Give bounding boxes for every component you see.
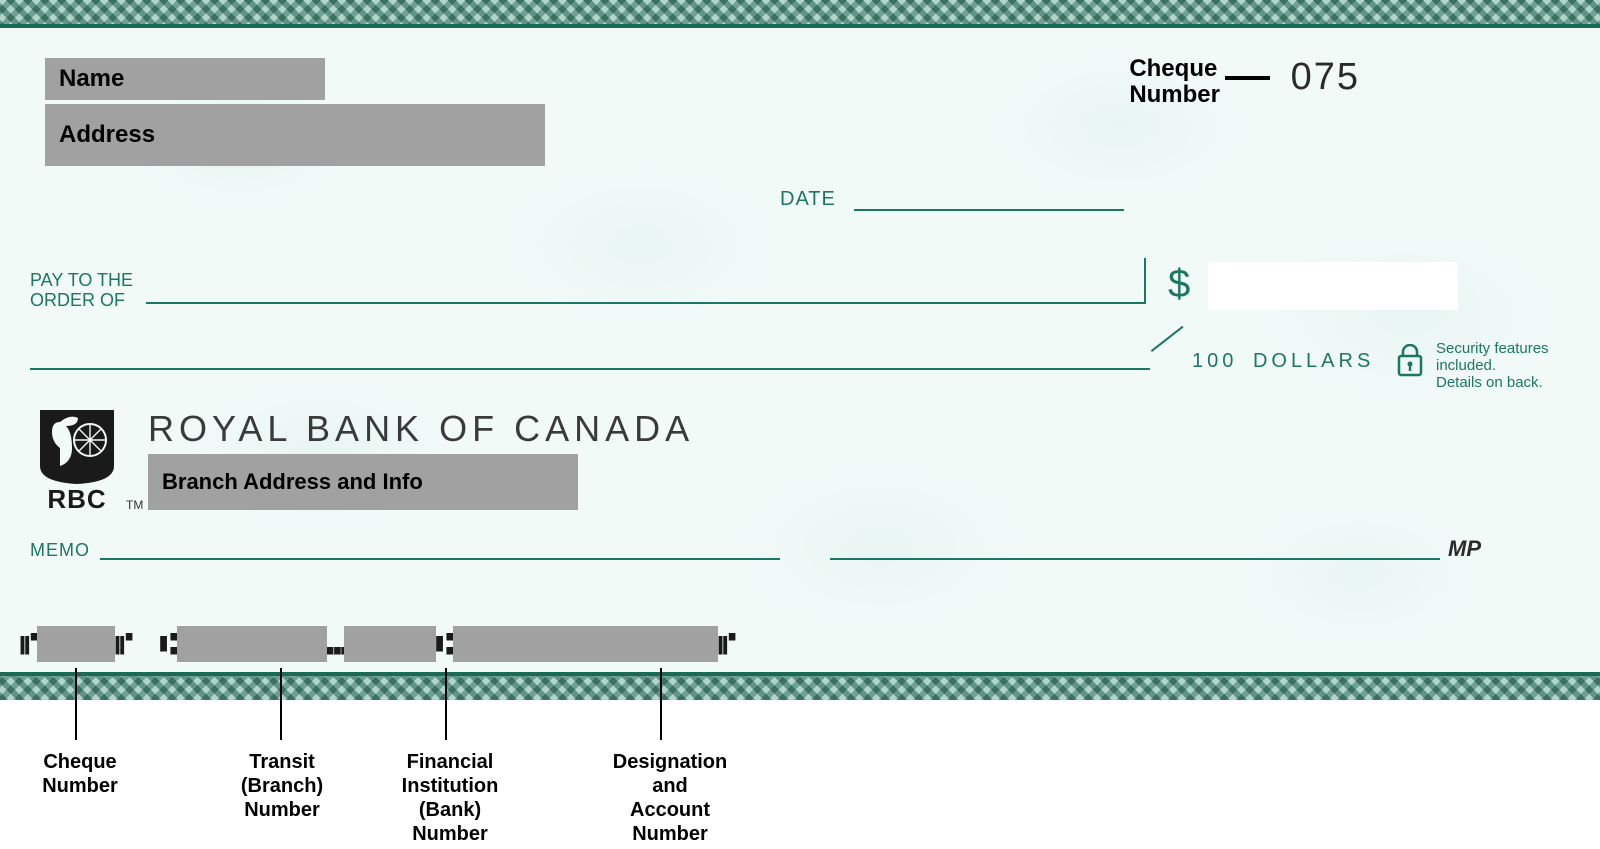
- pay-to-l2: ORDER OF: [30, 290, 125, 310]
- callout-1-l2: Number: [244, 799, 320, 821]
- address-redaction: Address: [45, 104, 545, 166]
- payee-line: [146, 302, 1144, 304]
- name-label: Name: [59, 65, 124, 93]
- callout-1-l0: Transit: [249, 751, 315, 773]
- micr-sym-2: ⑈: [115, 627, 132, 662]
- amount-box: [1208, 262, 1458, 310]
- callout-2-l0: Financial: [407, 751, 494, 773]
- rbc-tm: TM: [126, 498, 143, 512]
- cheque-number-label-top: Cheque Number: [1129, 56, 1220, 108]
- callout-3-l1: and: [652, 775, 688, 797]
- date-row: DATE: [780, 188, 1124, 211]
- micr-sym-4: ⑉: [327, 627, 344, 662]
- cheque-body: Name Address Cheque Number 075 DATE PAY …: [0, 0, 1600, 700]
- cheque-top-border: [0, 0, 1600, 28]
- mp-mark: MP: [1448, 536, 1481, 562]
- micr-account-redaction: [453, 626, 718, 662]
- branch-label: Branch Address and Info: [162, 469, 423, 495]
- callout-3-l2: Account: [630, 799, 710, 821]
- callout-institution: Financial Institution (Bank) Number: [380, 750, 520, 846]
- micr-transit-redaction: [177, 626, 327, 662]
- cheque-number-label-l1: Cheque: [1129, 55, 1217, 82]
- cheque-bottom-border: [0, 672, 1600, 700]
- memo-line: [100, 558, 780, 560]
- micr-cheque-number-redaction: [37, 626, 115, 662]
- date-label: DATE: [780, 188, 836, 211]
- security-text: Security features included. Details on b…: [1436, 340, 1549, 391]
- callout-cheque-number: Cheque Number: [20, 750, 140, 798]
- micr-sym-6: ⑈: [718, 627, 735, 662]
- cheque-number-dash: [1225, 76, 1270, 80]
- bank-name: ROYAL BANK OF CANADA: [148, 408, 694, 450]
- callout-3-l3: Number: [632, 823, 708, 845]
- callout-1-l1: (Branch): [241, 775, 323, 797]
- cheque-number-label-l2: Number: [1129, 81, 1220, 108]
- dollar-sign: $: [1168, 262, 1190, 307]
- security-l3: Details on back.: [1436, 374, 1543, 391]
- security-l1: Security features: [1436, 340, 1549, 357]
- memo-label: MEMO: [30, 540, 90, 561]
- cheque-number-value: 075: [1291, 56, 1360, 99]
- callout-line-cheque-number: [75, 668, 77, 740]
- callout-0-l1: Number: [42, 775, 118, 797]
- micr-sym-3: ⑆: [160, 627, 177, 662]
- address-label: Address: [59, 121, 155, 149]
- callout-line-transit: [280, 668, 282, 740]
- rbc-logo: RBC: [32, 408, 122, 515]
- callout-2-l2: (Bank): [419, 799, 481, 821]
- date-line: [854, 209, 1124, 211]
- callout-line-institution: [445, 668, 447, 740]
- callout-line-account: [660, 668, 662, 740]
- fraction-100: 100: [1192, 350, 1237, 372]
- lock-icon: [1396, 344, 1424, 378]
- written-amount-line: [30, 368, 1150, 370]
- callout-2-l3: Number: [412, 823, 488, 845]
- callout-3-l0: Designation: [613, 751, 727, 773]
- amount-box-leftbar: [1144, 258, 1146, 304]
- rbc-logo-text: RBC: [32, 484, 122, 515]
- branch-redaction: Branch Address and Info: [148, 454, 578, 510]
- fraction-slash: [1152, 350, 1192, 380]
- callout-2-l1: Institution: [402, 775, 499, 797]
- security-l2: included.: [1436, 357, 1496, 374]
- callout-account: Designation and Account Number: [590, 750, 750, 846]
- pay-to-label: PAY TO THE ORDER OF: [30, 270, 133, 310]
- micr-institution-redaction: [344, 626, 436, 662]
- callout-0-l0: Cheque: [43, 751, 116, 773]
- pay-to-l1: PAY TO THE: [30, 270, 133, 290]
- dollars-row: 100 DOLLARS: [1192, 350, 1374, 373]
- micr-sym-1: ⑈: [20, 627, 37, 662]
- dollars-label: DOLLARS: [1253, 350, 1374, 372]
- signature-line: [830, 558, 1440, 560]
- callout-transit: Transit (Branch) Number: [222, 750, 342, 822]
- micr-row: ⑈ ⑈ ⑆ ⑉ ⑆ ⑈: [20, 626, 735, 662]
- micr-sym-5: ⑆: [436, 627, 453, 662]
- name-redaction: Name: [45, 58, 325, 100]
